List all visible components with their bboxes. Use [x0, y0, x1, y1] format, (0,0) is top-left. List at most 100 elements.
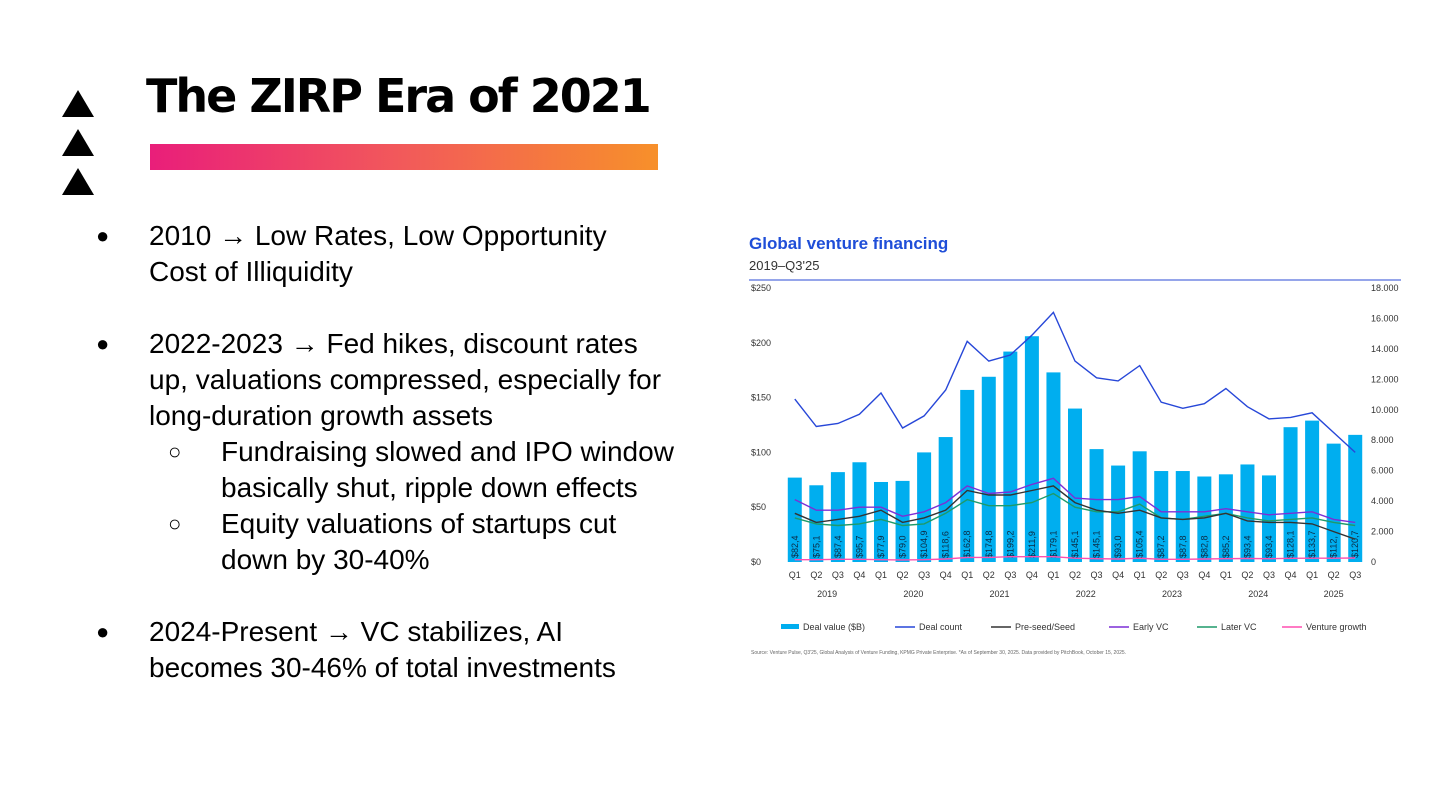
x-quarter-tick-label: Q2	[1241, 570, 1253, 580]
chart-plot: $0 $50 $100 $150 $200 $250 0 2.000 4.000 6.000 8.0…	[749, 279, 1401, 656]
x-quarter-tick-label: Q1	[875, 570, 887, 580]
bullet-dot-icon: ●	[96, 619, 110, 644]
triangle-icon	[62, 129, 94, 156]
x-year-label: 2020	[903, 589, 923, 599]
bullet-text: 2024-Present → VC stabilizes, AI	[149, 616, 563, 647]
bullet-text: up, valuations compressed, especially fo…	[149, 364, 662, 395]
x-quarter-tick-label: Q3	[1263, 570, 1275, 580]
bar	[830, 472, 845, 562]
bar-value-label: $211,9	[1027, 531, 1037, 558]
chart-title: Global venture financing	[749, 234, 949, 253]
bar-value-label: $87,8	[1178, 535, 1188, 558]
x-quarter-tick-label: Q4	[1285, 570, 1297, 580]
bar	[1305, 420, 1320, 562]
bar-value-label: $82,8	[1199, 535, 1209, 558]
bar-value-label: $93,4	[1264, 535, 1274, 558]
bar	[787, 477, 802, 562]
x-quarter-tick-label: Q2	[1328, 570, 1340, 580]
pre-seed-seed-line	[794, 485, 1356, 540]
x-quarter-tick-label: Q3	[1004, 570, 1016, 580]
x-quarter-tick-label: Q3	[918, 570, 930, 580]
bar	[1283, 427, 1298, 562]
y-right-tick-label: 12.000	[1371, 374, 1399, 384]
x-year-label: 2023	[1162, 589, 1182, 599]
x-year-label: 2021	[990, 589, 1010, 599]
x-quarter-tick-label: Q4	[1112, 570, 1124, 580]
bar-value-label: $128,1	[1286, 530, 1296, 558]
x-quarter-tick-label: Q4	[940, 570, 952, 580]
legend-label: Later VC	[1221, 622, 1257, 632]
sub-bullet-circle-icon: ○	[168, 439, 182, 464]
later-vc-line	[794, 492, 1356, 527]
x-quarter-tick-label: Q3	[832, 570, 844, 580]
bar-value-label: $79,0	[898, 535, 908, 558]
legend-label: Pre-seed/Seed	[1015, 622, 1075, 632]
bar	[981, 376, 996, 562]
bar-value-label: $93,0	[1113, 535, 1123, 558]
bar-value-label: $75,1	[811, 535, 821, 558]
bar	[895, 480, 910, 562]
bar-value-label: $85,2	[1221, 535, 1231, 558]
bullet-dot-icon: ●	[96, 223, 110, 248]
bar-value-label: $174,8	[984, 530, 994, 558]
sub-bullet-item: ○ Equity valuations of startups cut down…	[90, 506, 730, 578]
bar	[1348, 434, 1363, 562]
chart-subtitle: 2019–Q3'25	[749, 258, 820, 273]
bar-value-label: $145,1	[1092, 530, 1102, 558]
y-left-tick-label: $150	[751, 393, 771, 403]
bar	[917, 452, 932, 562]
bar-value-label: $104,9	[919, 530, 929, 558]
chart-source-note: Source: Venture Pulse, Q3'25, Global Ana…	[751, 650, 1126, 656]
y-right-tick-label: 16.000	[1371, 313, 1399, 323]
x-quarter-tick-label: Q2	[1155, 570, 1167, 580]
bar-value-label: $118,6	[941, 531, 951, 558]
x-quarter-tick-label: Q2	[983, 570, 995, 580]
y-left-tick-label: $50	[751, 502, 766, 512]
bar-value-label: $105,4	[1135, 530, 1145, 558]
x-quarter-tick-label: Q1	[1047, 570, 1059, 580]
bar	[874, 481, 888, 562]
bar	[1003, 351, 1018, 562]
title-accent-bar	[150, 144, 658, 170]
bar	[1197, 476, 1212, 562]
y-right-tick-label: 6.000	[1371, 466, 1394, 476]
x-quarter-tick-label: Q4	[1026, 570, 1038, 580]
bar	[1089, 449, 1104, 562]
legend-swatch	[781, 624, 799, 629]
x-quarter-tick-label: Q3	[1177, 570, 1189, 580]
y-right-tick-label: 14.000	[1371, 344, 1399, 354]
triangle-icon	[62, 90, 94, 117]
legend-label: Deal count	[919, 622, 963, 632]
bar	[1175, 471, 1190, 562]
venture-growth-line	[794, 556, 1356, 561]
y-right-tick-label: 18.000	[1371, 283, 1399, 293]
bar-value-label: $82,4	[790, 535, 800, 558]
x-quarter-tick-label: Q4	[853, 570, 865, 580]
x-year-label: 2022	[1076, 589, 1096, 599]
x-quarter-tick-label: Q1	[961, 570, 973, 580]
bar	[1046, 372, 1061, 562]
venture-financing-chart: Global venture financing 2019–Q3'25 $0 $5…	[745, 230, 1405, 670]
bar	[960, 389, 975, 562]
y-left-tick-label: $100	[751, 447, 771, 457]
x-quarter-tick-label: Q4	[1198, 570, 1210, 580]
triangle-icon	[62, 168, 94, 195]
bullet-text: 2010 → Low Rates, Low Opportunity	[149, 220, 607, 251]
bullet-text: 2022-2023 → Fed hikes, discount rates	[149, 328, 638, 359]
bar-value-label: $199,2	[1005, 530, 1015, 558]
legend-label: Deal value ($B)	[803, 622, 865, 632]
early-vc-line	[794, 477, 1356, 524]
sub-bullet-item: ○ Fundraising slowed and IPO window basi…	[90, 434, 730, 506]
bar	[1240, 464, 1255, 562]
y-left-tick-label: $250	[751, 283, 771, 293]
bullet-item: ● 2022-2023 → Fed hikes, discount rates …	[90, 326, 730, 434]
bar-value-label: $179,1	[1048, 530, 1058, 558]
bar	[1132, 451, 1147, 562]
y-left-tick-label: $200	[751, 338, 771, 348]
x-quarter-tick-label: Q1	[1220, 570, 1232, 580]
x-quarter-tick-label: Q3	[1349, 570, 1361, 580]
bar-value-label: $87,2	[1156, 535, 1166, 558]
x-quarter-tick-label: Q1	[1134, 570, 1146, 580]
legend-label: Early VC	[1133, 622, 1169, 632]
slide-title: The ZIRP Era of 2021	[146, 69, 652, 123]
